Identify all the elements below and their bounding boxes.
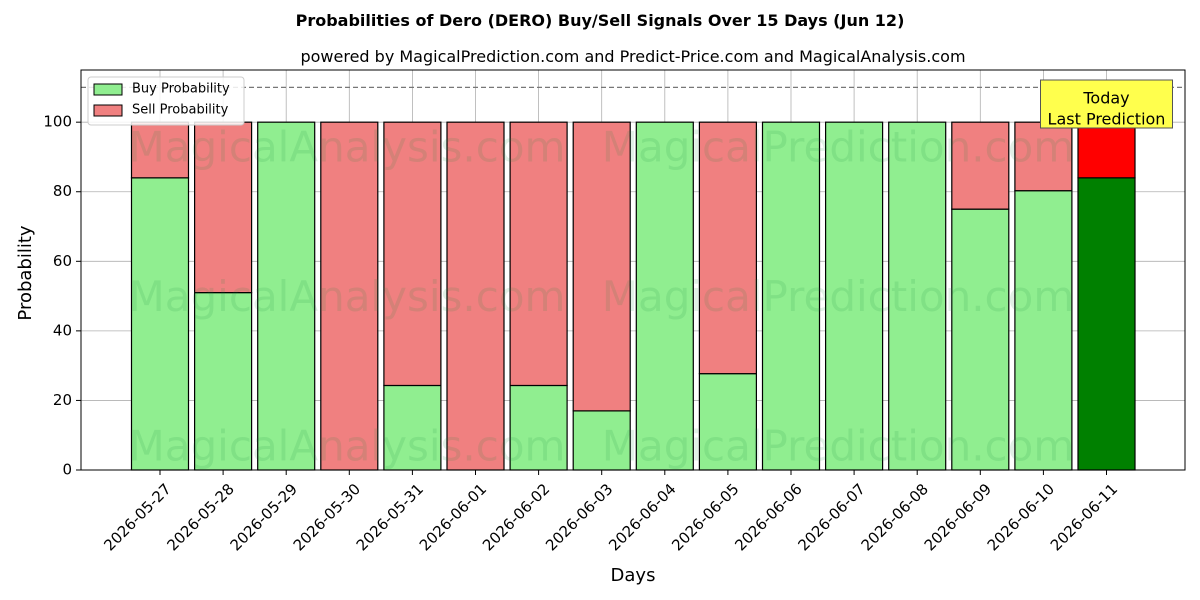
watermark-text: MagicalAnalysis.com	[129, 123, 566, 172]
legend-label: Buy Probability	[132, 82, 230, 97]
x-tick-label: 2026-06-04	[605, 480, 679, 554]
x-tick-label: 2026-06-08	[858, 480, 932, 554]
x-tick-label: 2026-06-06	[731, 480, 805, 554]
annotation-line2: Last Prediction	[1048, 110, 1166, 129]
y-axis-label: Probability	[15, 225, 36, 320]
sell-bar	[1014, 121, 1073, 192]
x-tick-label: 2026-06-07	[794, 480, 868, 554]
buy-bar	[951, 208, 1010, 471]
buy-bar	[1014, 190, 1073, 471]
plot-area: MagicalAnalysis.com MagicalPrediction.com…	[43, 69, 1186, 554]
y-tick-label: 0	[62, 461, 72, 479]
buy-bar	[1077, 177, 1136, 471]
sell-bar	[320, 121, 379, 471]
x-tick-label: 2026-06-11	[1047, 480, 1121, 554]
x-tick-label: 2026-06-02	[479, 480, 553, 554]
sell-bar	[383, 121, 442, 387]
x-tick-label: 2026-05-29	[227, 480, 301, 554]
x-tick-label: 2026-05-27	[100, 480, 174, 554]
y-tick-label: 20	[53, 391, 72, 409]
buy-bar	[761, 121, 821, 471]
sell-bar	[1077, 121, 1136, 179]
watermark-text: MagicalPrediction.com	[602, 422, 1075, 471]
x-tick-label: 2026-06-01	[416, 480, 490, 554]
sell-bar	[509, 121, 568, 387]
annotation-box	[1040, 79, 1173, 129]
x-tick-label: 2026-06-03	[542, 480, 616, 554]
watermark-text: MagicalPrediction.com	[602, 272, 1075, 321]
y-tick-label: 60	[53, 252, 72, 270]
x-tick-label: 2026-05-31	[353, 480, 427, 554]
legend-label: Sell Probability	[132, 103, 229, 118]
chart-title: Probabilities of Dero (DERO) Buy/Sell Si…	[296, 11, 905, 30]
buy-bar	[383, 384, 442, 471]
buy-bar	[698, 373, 758, 471]
watermark-text: MagicalPrediction.com	[602, 123, 1075, 172]
legend-box	[87, 76, 245, 126]
sell-bar	[698, 121, 758, 375]
annotation-line1: Today	[1082, 89, 1129, 108]
sell-bar	[130, 121, 190, 179]
x-axis-label: Days	[611, 565, 656, 586]
buy-bar	[888, 121, 947, 471]
y-tick-label: 40	[53, 321, 72, 339]
sell-bar	[446, 121, 505, 471]
buy-bar	[257, 121, 316, 471]
x-tick-label: 2026-06-05	[668, 480, 742, 554]
legend-swatch	[93, 104, 123, 117]
plot-frame	[80, 69, 1186, 471]
legend-swatch	[93, 83, 123, 96]
watermark-text: MagicalAnalysis.com	[129, 272, 566, 321]
x-tick-label: 2026-05-30	[290, 480, 364, 554]
sell-bar	[572, 121, 631, 412]
sell-bar	[951, 121, 1010, 210]
watermark-text: MagicalAnalysis.com	[129, 422, 566, 471]
y-tick-label: 80	[53, 182, 72, 200]
sell-bar	[194, 121, 253, 294]
buy-bar	[635, 121, 694, 471]
chart-subtitle: powered by MagicalPrediction.com and Pre…	[300, 47, 965, 66]
y-tick-label: 100	[43, 113, 72, 131]
x-tick-label: 2026-05-28	[163, 480, 237, 554]
x-tick-label: 2026-06-10	[984, 480, 1058, 554]
x-tick-label: 2026-06-09	[921, 480, 995, 554]
